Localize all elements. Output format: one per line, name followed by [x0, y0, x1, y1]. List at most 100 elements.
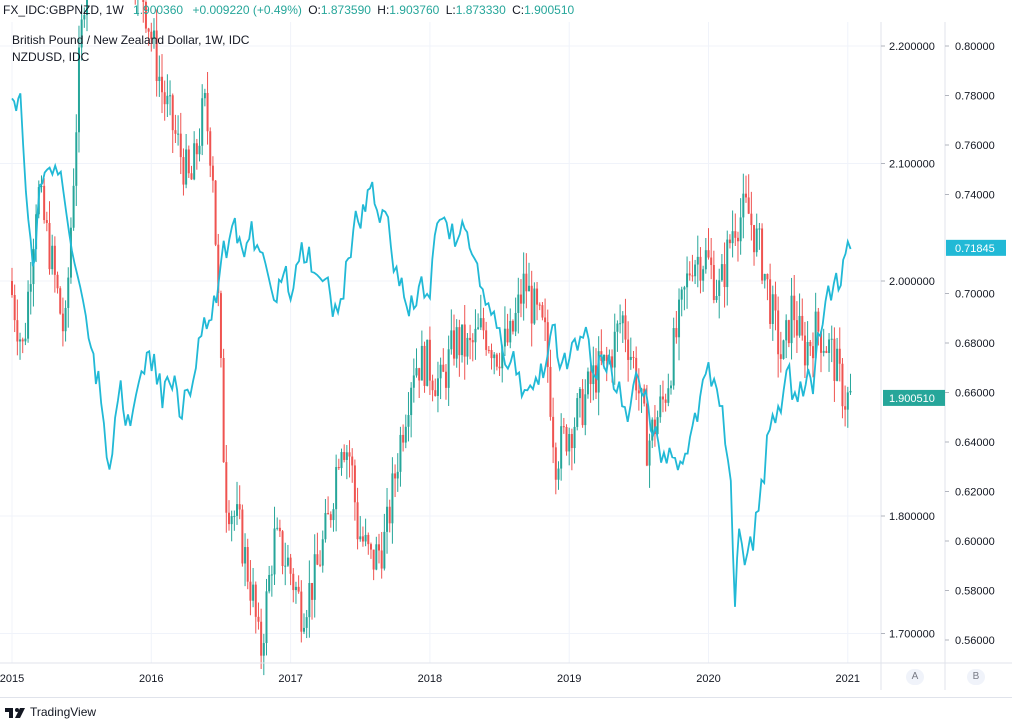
candle-body [790, 295, 793, 344]
symbol-label[interactable]: FX_IDC:GBPNZD, 1W [3, 3, 124, 17]
candle-body [546, 322, 549, 367]
auto-scale-button-a[interactable]: A [906, 669, 924, 685]
candle-body [645, 403, 648, 466]
candle-body [659, 396, 662, 418]
candle-body [761, 228, 764, 281]
gbpnzd-candles [11, 0, 852, 676]
candle-body [319, 564, 322, 566]
candle-body [276, 527, 279, 529]
candle-body [769, 279, 772, 324]
price-tick-label: 2.000000 [889, 276, 935, 288]
candle-body [664, 399, 667, 403]
candle-body [337, 467, 340, 469]
candle-body [329, 514, 332, 521]
candle-body [544, 317, 547, 323]
candle-body [195, 143, 198, 155]
candle-body [64, 307, 67, 332]
candle-body [809, 341, 812, 347]
candle-body [415, 368, 418, 376]
candle-body [482, 318, 485, 331]
candle-body [289, 557, 292, 574]
last-price-tag-label: 1.900510 [889, 393, 935, 405]
candle-body [77, 47, 80, 133]
candle-body [763, 273, 766, 281]
candle-body [359, 536, 362, 540]
candle-body [699, 256, 702, 281]
candle-body [619, 323, 622, 325]
candle-body [621, 315, 624, 324]
candle-body [522, 273, 525, 304]
candle-body [311, 583, 314, 600]
candle-body [246, 547, 249, 582]
auto-scale-button-b[interactable]: B [967, 669, 985, 685]
candle-body [560, 426, 563, 469]
candle-body [268, 574, 271, 592]
candle-body [444, 371, 447, 388]
candle-body [632, 356, 635, 358]
candle-body [820, 331, 823, 353]
candle-body [69, 227, 72, 278]
candle-body [525, 273, 528, 292]
candle-body [707, 250, 710, 258]
candle-body [412, 375, 415, 388]
candle-body [209, 131, 212, 166]
candle-body [174, 130, 177, 134]
candle-body [461, 324, 464, 356]
overlay-tick-label: 0.58000 [955, 586, 995, 598]
candle-body [704, 250, 707, 270]
time-tick-label: 2019 [557, 673, 581, 685]
candle-body [487, 349, 490, 351]
candle-body [61, 313, 64, 332]
candle-body [750, 213, 753, 226]
candle-body [712, 265, 715, 301]
candle-body [278, 527, 281, 532]
candle-body [624, 315, 627, 340]
candle-body [378, 544, 381, 551]
price-tick-label: 2.200000 [889, 41, 935, 53]
candle-body [80, 19, 83, 48]
candle-body [171, 95, 174, 131]
candle-body [605, 354, 608, 361]
candle-body [576, 398, 579, 427]
overlay-tick-label: 0.60000 [955, 536, 995, 548]
candle-body [83, 15, 86, 20]
candle-body [817, 311, 820, 332]
candle-body [844, 406, 847, 410]
candle-body [327, 512, 330, 515]
candle-body [469, 337, 472, 341]
overlay-tick-label: 0.62000 [955, 487, 995, 499]
last-price-value: 1.900360 [133, 3, 184, 17]
candle-body [471, 340, 474, 343]
candle-body [562, 426, 565, 428]
candle-body [302, 627, 305, 632]
candle-body [651, 419, 654, 441]
candle-body [736, 237, 739, 242]
tradingview-brand[interactable]: TradingView [30, 705, 97, 719]
overlay-tick-label: 0.64000 [955, 437, 995, 449]
candle-body [369, 544, 372, 550]
tradingview-logo-icon[interactable] [4, 705, 26, 721]
candle-body [150, 31, 153, 39]
candle-body [806, 341, 809, 366]
candle-body [361, 536, 364, 542]
candle-body [434, 390, 437, 396]
candle-body [586, 371, 589, 395]
candle-body [552, 416, 555, 448]
candle-body [629, 356, 632, 360]
candle-body [144, 1, 147, 29]
candle-body [396, 471, 399, 479]
candle-body [477, 327, 480, 329]
candle-body [453, 330, 456, 359]
candle-body [578, 388, 581, 399]
candle-body [603, 354, 606, 361]
candle-body [742, 193, 745, 218]
candle-body [423, 345, 426, 386]
candle-body [766, 273, 769, 280]
candle-body [793, 295, 796, 321]
overlay-tick-label: 0.70000 [955, 289, 995, 301]
candle-body [694, 264, 697, 277]
candle-body [321, 539, 324, 566]
candle-body [324, 512, 327, 540]
